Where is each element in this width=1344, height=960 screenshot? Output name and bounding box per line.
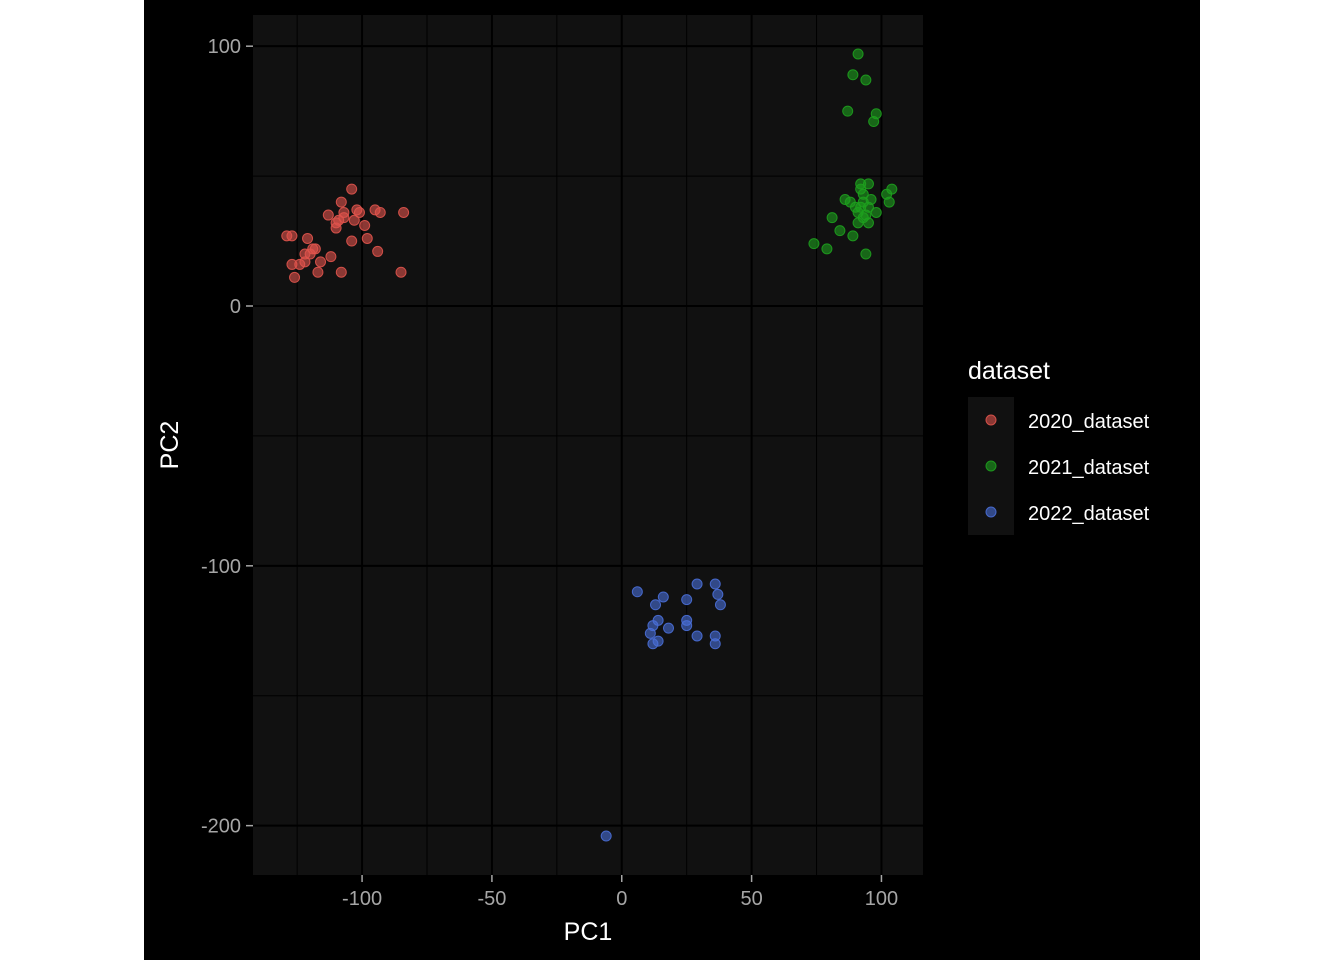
legend: dataset 2020_dataset 2021_dataset 2022_dat… [968,357,1150,535]
legend-title: dataset [968,357,1050,385]
data-point [322,209,334,221]
series-2022_dataset [600,578,726,842]
data-point [600,830,612,842]
data-point [346,183,358,195]
data-point [862,217,874,229]
y-axis-title: PC2 [156,421,184,470]
data-point [644,627,656,639]
data-point [681,620,693,632]
data-point [348,214,360,226]
data-point [398,206,410,218]
data-point [312,266,324,278]
data-point [834,225,846,237]
y-tick-label: 100 [208,36,241,58]
data-point [681,594,693,606]
x-tick-label: -50 [477,888,506,910]
y-axis: -200 -100 0 100 [201,36,253,838]
data-point [663,622,675,634]
data-point [712,588,724,600]
data-point [847,69,859,81]
x-tick-label: 0 [616,888,627,910]
legend-key [985,506,997,518]
data-point [289,271,301,283]
minor-gridlines [253,15,923,875]
data-point [821,243,833,255]
data-point [691,578,703,590]
data-point [657,591,669,603]
data-point [847,230,859,242]
data-point [691,630,703,642]
x-tick-label: -100 [342,888,382,910]
series-2021_dataset [808,48,898,260]
data-point [709,578,721,590]
data-point [361,232,373,244]
data-point [714,599,726,611]
data-point [808,238,820,250]
data-point [338,212,350,224]
legend-items: 2020_dataset 2021_dataset 2022_dataset [985,411,1150,525]
data-point [852,48,864,60]
data-point [647,638,659,650]
data-point [631,586,643,598]
data-point [709,638,721,650]
major-gridlines [253,15,923,875]
scatter-plot: -100 -50 0 50 100 -200 -100 0 100 PC1 PC2 datas… [156,15,1150,946]
data-point [353,206,365,218]
legend-key [985,414,997,426]
figure: -100 -50 0 50 100 -200 -100 0 100 PC1 PC2 datas… [144,0,1200,960]
data-point [325,251,337,263]
x-tick-label: 50 [740,888,762,910]
data-point [395,266,407,278]
data-point [870,206,882,218]
data-point [650,599,662,611]
data-point [302,232,314,244]
data-point [883,196,895,208]
data-point [372,245,384,257]
data-point [315,256,327,268]
data-point [826,212,838,224]
data-point [868,116,880,128]
data-point [346,235,358,247]
data-points [281,48,898,842]
legend-key [985,460,997,472]
data-point [860,248,872,260]
legend-label: 2020_dataset [1028,411,1150,433]
legend-label: 2022_dataset [1028,503,1150,525]
data-point [309,243,321,255]
y-tick-label: 0 [230,296,241,318]
data-point [335,266,347,278]
data-point [852,217,864,229]
data-point [335,196,347,208]
data-point [860,74,872,86]
data-point [862,178,874,190]
data-point [374,206,386,218]
panel-background [253,15,923,875]
legend-label: 2021_dataset [1028,457,1150,479]
x-axis-title: PC1 [564,918,613,946]
y-tick-label: -200 [201,816,241,838]
data-point [842,105,854,117]
data-point [286,230,298,242]
y-tick-label: -100 [201,556,241,578]
x-tick-label: 100 [865,888,898,910]
series-2020_dataset [281,183,410,283]
data-point [359,219,371,231]
x-axis: -100 -50 0 50 100 [342,875,898,910]
